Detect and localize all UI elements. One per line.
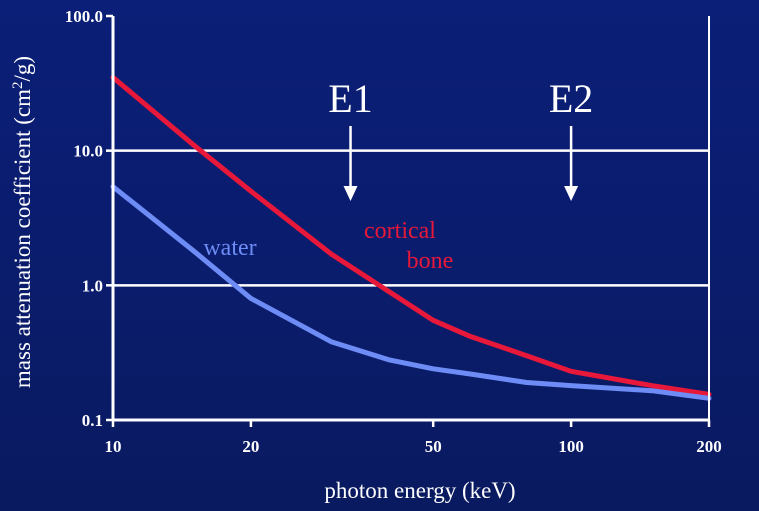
tick-labels: 0.1 1.0 10.0 100.0 10 20 50 100 200 bbox=[65, 7, 722, 456]
x-axis-title: photon energy (keV) bbox=[324, 478, 515, 503]
x-tick-label: 200 bbox=[696, 437, 722, 456]
y-tick-label: 1.0 bbox=[82, 276, 103, 295]
grid-lines bbox=[113, 149, 709, 287]
series-label-bone: bone bbox=[407, 248, 454, 274]
x-tick-label: 100 bbox=[558, 437, 584, 456]
energy-markers: E1 E2 bbox=[328, 76, 593, 201]
marker-arrow-head bbox=[343, 186, 358, 201]
series-group bbox=[110, 74, 712, 401]
series-label-water: water bbox=[203, 235, 256, 261]
y-axis-title-tail: /g) bbox=[10, 56, 35, 82]
series-line-water bbox=[110, 184, 712, 401]
y-tick-label: 100.0 bbox=[65, 7, 103, 26]
y-tick-label: 0.1 bbox=[82, 411, 103, 430]
y-axis-title-main: mass attenuation coefficient (cm bbox=[10, 89, 35, 388]
y-axis-title-sup: 2 bbox=[10, 81, 26, 89]
series-annotations: cortical bone water bbox=[203, 218, 453, 274]
axes bbox=[106, 14, 711, 427]
x-tick-label: 20 bbox=[242, 437, 259, 456]
series-line-cortical-bone bbox=[110, 74, 712, 397]
y-axis-title: mass attenuation coefficient (cm2/g) bbox=[10, 56, 35, 388]
marker-label-E2: E2 bbox=[549, 76, 593, 121]
x-tick-label: 50 bbox=[425, 437, 442, 456]
marker-label-E1: E1 bbox=[328, 76, 372, 121]
x-tick-label: 10 bbox=[105, 437, 122, 456]
series-label-cortical: cortical bbox=[364, 218, 436, 244]
marker-arrow-head bbox=[564, 186, 579, 201]
y-tick-label: 10.0 bbox=[73, 142, 103, 161]
